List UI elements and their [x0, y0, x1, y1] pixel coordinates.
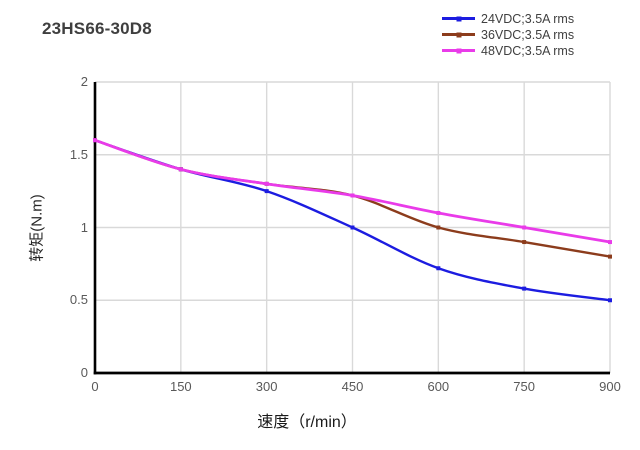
- legend-label: 48VDC;3.5A rms: [481, 43, 575, 58]
- series-marker-0-6: [608, 298, 612, 303]
- legend-item-1: 36VDC;3.5A rms: [442, 27, 574, 42]
- y-tick-label-0: 0: [80, 365, 88, 380]
- x-tick-label-450: 450: [341, 379, 364, 394]
- x-tick-label-600: 600: [427, 379, 450, 394]
- series-marker-0-5: [522, 286, 527, 291]
- x-tick-label-900: 900: [599, 379, 621, 394]
- y-tick-label-1.5: 1.5: [69, 146, 88, 162]
- legend: 24VDC;3.5A rms 36VDC;3.5A rms 48VDC;3.5A r…: [442, 11, 574, 58]
- y-tick-label-0.5: 0.5: [69, 292, 88, 308]
- series-marker-1-6: [608, 254, 612, 259]
- series-marker-2-3: [350, 193, 355, 198]
- legend-marker-icon: [456, 48, 461, 53]
- legend-item-0: 24VDC;3.5A rms: [442, 11, 574, 26]
- legend-item-2: 48VDC;3.5A rms: [442, 43, 574, 58]
- series-marker-2-4: [436, 210, 441, 215]
- x-tick-label-750: 750: [513, 379, 535, 394]
- x-tick-label-150: 150: [169, 379, 192, 394]
- legend-line-sample: [442, 32, 475, 37]
- series-marker-0-4: [436, 266, 441, 271]
- series-marker-0-3: [350, 225, 355, 230]
- legend-marker-icon: [456, 32, 461, 37]
- chart-title: 23HS66-30D8: [42, 19, 152, 38]
- y-tick-label-2: 2: [80, 74, 88, 89]
- x-tick-label-300: 300: [255, 379, 278, 394]
- x-axis-title: 速度（r/min）: [257, 414, 357, 431]
- legend-label: 36VDC;3.5A rms: [481, 27, 575, 42]
- series-marker-1-4: [436, 225, 441, 230]
- series-marker-0-2: [264, 189, 269, 194]
- series-marker-1-5: [522, 240, 527, 245]
- x-tick-label-0: 0: [91, 379, 99, 394]
- legend-label: 24VDC;3.5A rms: [481, 11, 575, 26]
- y-axis-title: 转矩(N.m): [28, 194, 46, 262]
- series-marker-2-1: [178, 167, 183, 172]
- series-marker-2-5: [522, 225, 527, 230]
- legend-marker-icon: [456, 16, 461, 21]
- series-marker-2-0: [93, 138, 97, 143]
- series-marker-2-2: [264, 181, 269, 186]
- legend-line-sample: [442, 48, 475, 53]
- y-tick-label-1: 1: [80, 219, 88, 235]
- legend-line-sample: [442, 16, 475, 21]
- series-marker-2-6: [608, 240, 612, 245]
